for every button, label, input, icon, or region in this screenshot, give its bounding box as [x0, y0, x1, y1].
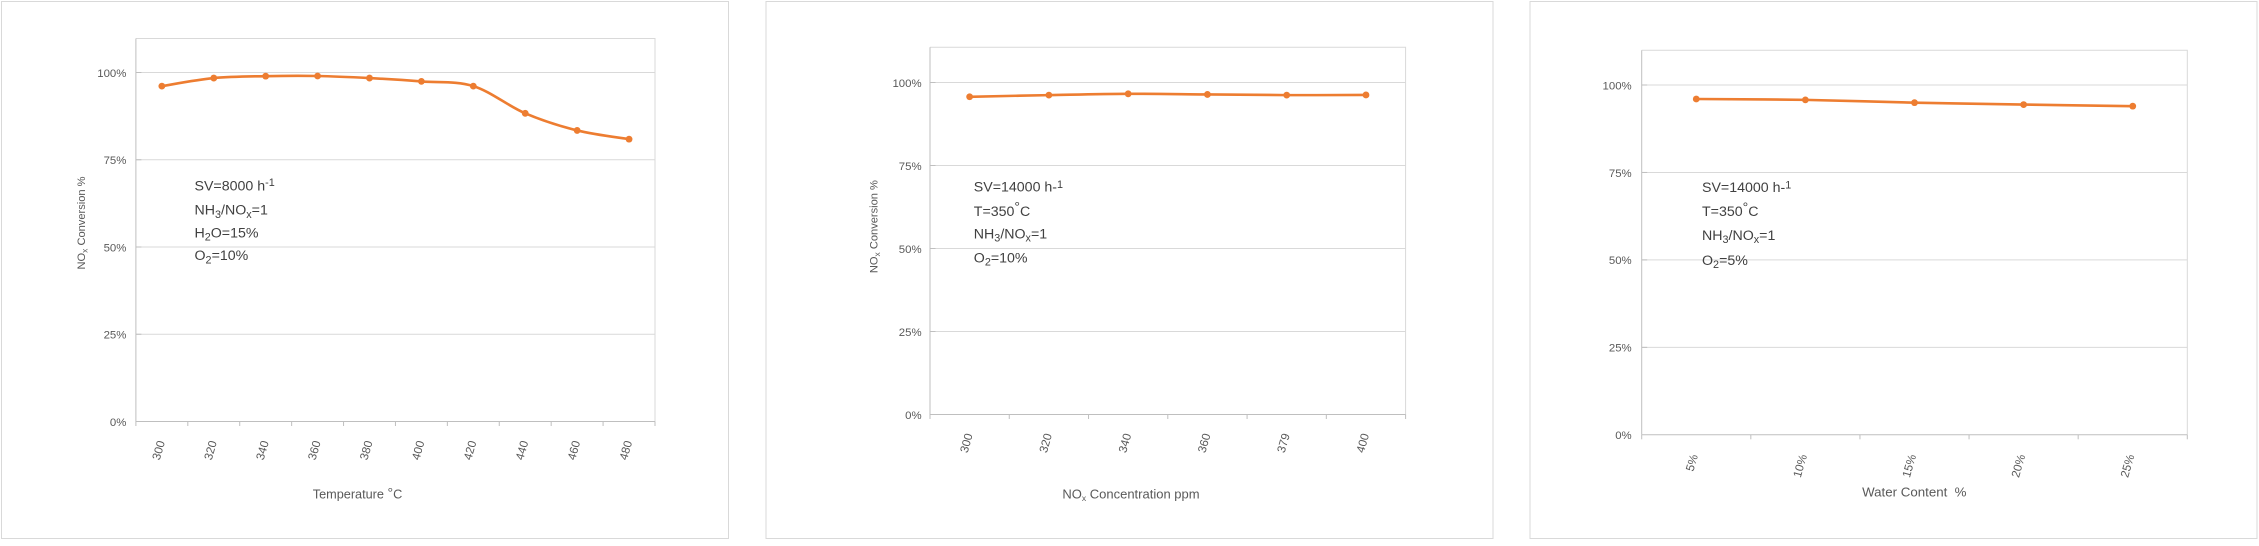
svg-text:SV=14000 h-1: SV=14000 h-1 — [974, 179, 1063, 196]
svg-text:400: 400 — [410, 439, 428, 462]
svg-text:0%: 0% — [110, 417, 126, 429]
svg-text:5%: 5% — [1684, 453, 1701, 473]
svg-text:440: 440 — [513, 439, 531, 462]
svg-text:340: 340 — [254, 439, 272, 462]
svg-text:75%: 75% — [1609, 168, 1632, 180]
svg-text:75%: 75% — [104, 155, 127, 167]
svg-text:100%: 100% — [892, 78, 921, 90]
svg-text:SV=14000 h-1: SV=14000 h-1 — [1702, 179, 1791, 196]
svg-text:NOx Conversion %: NOx Conversion % — [868, 180, 882, 273]
svg-text:25%: 25% — [899, 327, 922, 339]
svg-text:25%: 25% — [104, 330, 127, 342]
svg-text:100%: 100% — [1603, 80, 1632, 92]
svg-text:T=350°C: T=350°C — [974, 199, 1030, 220]
svg-text:360: 360 — [1196, 431, 1214, 454]
svg-text:340: 340 — [1116, 431, 1134, 454]
svg-text:100%: 100% — [97, 68, 126, 80]
svg-text:10%: 10% — [1791, 453, 1810, 479]
svg-text:50%: 50% — [899, 244, 922, 256]
svg-text:O2=10%: O2=10% — [974, 251, 1028, 269]
svg-text:15%: 15% — [1900, 453, 1919, 479]
svg-text:SV=8000 h-1: SV=8000 h-1 — [195, 177, 275, 195]
svg-text:H2O=15%: H2O=15% — [195, 225, 259, 243]
svg-text:O2=10%: O2=10% — [195, 248, 249, 266]
svg-text:NH3/NOx=1: NH3/NOx=1 — [974, 227, 1047, 245]
svg-text:75%: 75% — [899, 161, 922, 173]
svg-text:T=350°C: T=350°C — [1702, 199, 1758, 220]
svg-text:360: 360 — [306, 439, 324, 462]
svg-text:379: 379 — [1275, 432, 1293, 454]
svg-text:300: 300 — [958, 431, 976, 454]
svg-text:NOx Conversion %: NOx Conversion % — [76, 176, 90, 269]
svg-text:Temperature °C: Temperature °C — [313, 485, 403, 502]
svg-text:0%: 0% — [1615, 430, 1631, 442]
svg-text:320: 320 — [1037, 431, 1055, 454]
svg-text:0%: 0% — [905, 410, 921, 422]
svg-text:300: 300 — [150, 439, 168, 462]
svg-text:400: 400 — [1354, 431, 1372, 454]
svg-text:380: 380 — [358, 439, 376, 462]
svg-text:460: 460 — [565, 439, 583, 462]
svg-text:Water Content %: Water Content % — [1862, 485, 1967, 500]
svg-text:50%: 50% — [1609, 255, 1632, 267]
svg-text:25%: 25% — [2118, 453, 2137, 479]
svg-text:50%: 50% — [104, 242, 127, 254]
svg-text:320: 320 — [202, 439, 220, 462]
svg-text:NOx Concentration ppm: NOx Concentration ppm — [1062, 487, 1199, 504]
svg-text:420: 420 — [462, 439, 480, 462]
svg-text:25%: 25% — [1609, 343, 1632, 355]
svg-text:20%: 20% — [2009, 453, 2028, 479]
svg-text:480: 480 — [617, 439, 635, 462]
svg-text:NH3/NOx=1: NH3/NOx=1 — [195, 203, 268, 221]
svg-text:O2=5%: O2=5% — [1702, 253, 1748, 271]
svg-text:NH3/NOx=1: NH3/NOx=1 — [1702, 228, 1775, 246]
